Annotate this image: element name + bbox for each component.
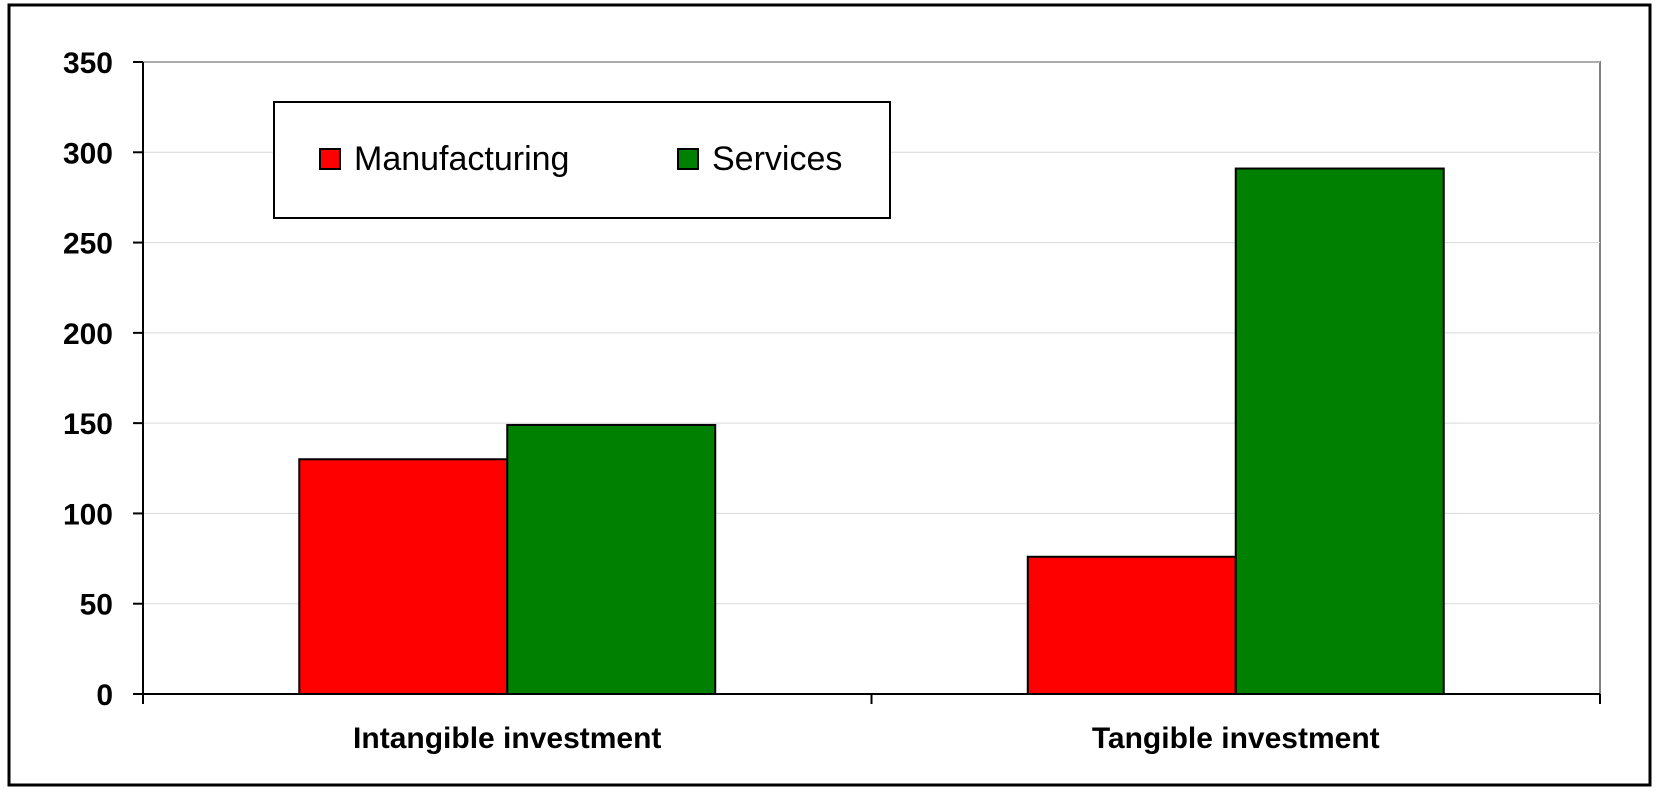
x-category-label: Intangible investment: [353, 722, 661, 755]
y-tick-label: 350: [63, 47, 113, 80]
legend-swatch-services: [677, 148, 699, 170]
y-tick-labels: 0 50 100 150 200 250 300 350: [63, 47, 113, 712]
bars: [298, 167, 1445, 695]
axes: [133, 61, 1601, 704]
legend-label-services: Services: [712, 140, 842, 178]
legend-box: [273, 101, 891, 219]
bar-manufacturing-1: [298, 458, 509, 695]
y-tick-label: 150: [63, 408, 113, 441]
y-tick-label: 200: [63, 318, 113, 351]
legend-swatch-manufacturing: [319, 148, 341, 170]
y-tick-label: 300: [63, 137, 113, 170]
y-tick-label: 50: [80, 589, 113, 622]
legend: Manufacturing Services: [273, 101, 891, 219]
bar-services-1: [506, 423, 717, 695]
y-tick-label: 0: [96, 679, 113, 712]
bar-manufacturing-2: [1026, 555, 1237, 695]
category-labels: Intangible investment Tangible investment: [353, 722, 1380, 755]
x-category-label: Tangible investment: [1092, 722, 1380, 755]
legend-label-manufacturing: Manufacturing: [354, 140, 569, 178]
bar-services-2: [1234, 167, 1445, 695]
y-tick-label: 250: [63, 228, 113, 261]
y-tick-label: 100: [63, 498, 113, 531]
